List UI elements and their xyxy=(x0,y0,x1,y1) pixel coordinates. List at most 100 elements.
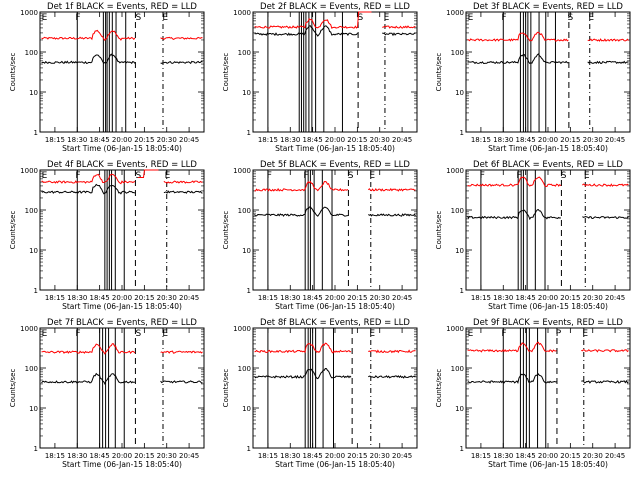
y-tick-label: 1 xyxy=(34,445,38,453)
series-events-black xyxy=(254,205,416,217)
x-tick-label: 20:30 xyxy=(370,294,390,302)
x-axis-label: Start Time (06-Jan-15 18:05:40) xyxy=(62,144,182,153)
marker-letter: F xyxy=(480,171,485,181)
marker-letter: E xyxy=(582,329,588,339)
x-axis-label: Start Time (06-Jan-15 18:05:40) xyxy=(62,302,182,311)
y-tick-label: 100 xyxy=(238,207,251,215)
x-tick-label: 20:15 xyxy=(134,294,154,302)
x-tick-label: 20:00 xyxy=(325,294,345,302)
y-axis-label: Counts/sec xyxy=(222,369,230,408)
y-tick-label: 1 xyxy=(460,445,464,453)
y-tick-label: 1000 xyxy=(20,325,38,333)
x-tick-label: 20:00 xyxy=(538,136,558,144)
marker-letter: E xyxy=(384,13,390,23)
y-axis-label: Counts/sec xyxy=(9,53,17,92)
x-tick-label: 18:45 xyxy=(303,136,323,144)
y-tick-label: 10 xyxy=(455,89,464,97)
y-tick-label: 1 xyxy=(247,287,251,295)
x-tick-label: 20:30 xyxy=(157,294,177,302)
y-tick-label: 100 xyxy=(238,365,251,373)
y-tick-label: 10 xyxy=(29,89,38,97)
y-tick-label: 10 xyxy=(29,247,38,255)
series-lld-red xyxy=(467,31,629,42)
panel-title: Det 6f BLACK = Events, RED = LLD xyxy=(473,160,623,170)
x-tick-label: 20:00 xyxy=(112,294,132,302)
x-tick-label: 18:15 xyxy=(471,294,491,302)
series-events-black xyxy=(467,373,629,385)
x-tick-label: 18:45 xyxy=(516,294,536,302)
marker-letter: E xyxy=(588,13,594,23)
series-lld-red xyxy=(41,343,203,355)
panel-det-5f: Det 5f BLACK = Events, RED = LLD 1 10 100 10… xyxy=(222,160,418,311)
x-tick-label: 18:30 xyxy=(493,452,513,460)
y-tick-label: 1 xyxy=(460,129,464,137)
marker-letter: S xyxy=(136,329,142,339)
x-tick-label: 20:45 xyxy=(179,294,199,302)
marker-letter: F xyxy=(501,329,506,339)
y-tick-label: 10 xyxy=(242,405,251,413)
y-axis-label: Counts/sec xyxy=(9,369,17,408)
y-tick-label: 1000 xyxy=(233,167,251,175)
plot-frame xyxy=(465,169,631,291)
marker-letter: S xyxy=(357,13,363,23)
panel-det-1f: Det 1f BLACK = Events, RED = LLD 1 10 100 10… xyxy=(9,2,205,153)
y-tick-label: 1000 xyxy=(446,9,464,17)
y-tick-label: 1000 xyxy=(233,9,251,17)
series-lld-red xyxy=(254,180,416,192)
x-tick-label: 20:45 xyxy=(605,136,625,144)
panel-det-8f: Det 8f BLACK = Events, RED = LLD 1 10 100 10… xyxy=(222,318,418,469)
y-tick-label: 100 xyxy=(451,207,464,215)
y-axis-label: Counts/sec xyxy=(9,211,17,250)
series-events-black xyxy=(467,53,629,65)
x-tick-label: 20:00 xyxy=(112,452,132,460)
x-tick-label: 20:45 xyxy=(179,452,199,460)
marker-letter: S xyxy=(136,13,142,23)
y-axis-label: Counts/sec xyxy=(222,211,230,250)
x-axis-label: Start Time (06-Jan-15 18:05:40) xyxy=(275,144,395,153)
x-tick-label: 18:45 xyxy=(303,294,323,302)
x-tick-label: 18:45 xyxy=(516,452,536,460)
plot-frame xyxy=(39,327,205,449)
marker-letter: E xyxy=(165,171,171,181)
y-tick-label: 1000 xyxy=(233,325,251,333)
x-axis-label: Start Time (06-Jan-15 18:05:40) xyxy=(488,144,608,153)
x-tick-label: 20:30 xyxy=(157,452,177,460)
y-tick-label: 100 xyxy=(25,365,38,373)
series-events-black xyxy=(41,53,203,65)
series-events-black xyxy=(254,25,416,37)
marker-letter: E xyxy=(369,329,375,339)
panel-title: Det 2f BLACK = Events, RED = LLD xyxy=(260,2,410,12)
plot-frame xyxy=(252,327,418,449)
x-tick-label: 20:15 xyxy=(347,452,367,460)
y-tick-label: 1 xyxy=(247,445,251,453)
panel-title: Det 1f BLACK = Events, RED = LLD xyxy=(47,2,197,12)
x-tick-label: 18:30 xyxy=(67,452,87,460)
x-tick-label: 20:30 xyxy=(370,136,390,144)
plot-frame xyxy=(39,169,205,291)
x-tick-label: 20:15 xyxy=(347,294,367,302)
plot-frame xyxy=(39,11,205,133)
marker-letter: S xyxy=(136,171,142,181)
series-lld-red xyxy=(41,169,203,185)
x-tick-label: 20:15 xyxy=(560,452,580,460)
x-tick-label: 20:45 xyxy=(605,452,625,460)
panel-det-9f: Det 9f BLACK = Events, RED = LLD 1 10 100 10… xyxy=(435,318,631,469)
marker-letter: F xyxy=(501,13,506,23)
x-tick-label: 20:30 xyxy=(583,294,603,302)
x-tick-label: 20:30 xyxy=(583,452,603,460)
x-tick-label: 20:15 xyxy=(347,136,367,144)
x-tick-label: 18:15 xyxy=(258,136,278,144)
y-tick-label: 1000 xyxy=(446,167,464,175)
y-axis-label: Counts/sec xyxy=(435,211,443,250)
series-events-black xyxy=(41,183,203,195)
x-tick-label: 18:45 xyxy=(90,294,110,302)
x-axis-label: Start Time (06-Jan-15 18:05:40) xyxy=(488,460,608,469)
x-tick-label: 18:15 xyxy=(45,452,65,460)
marker-letter: S xyxy=(348,171,354,181)
marker-letter: E xyxy=(369,171,375,181)
x-tick-label: 20:30 xyxy=(583,136,603,144)
series-lld-red xyxy=(254,11,416,29)
marker-letter: S xyxy=(561,171,567,181)
marker-letter: F xyxy=(75,329,80,339)
